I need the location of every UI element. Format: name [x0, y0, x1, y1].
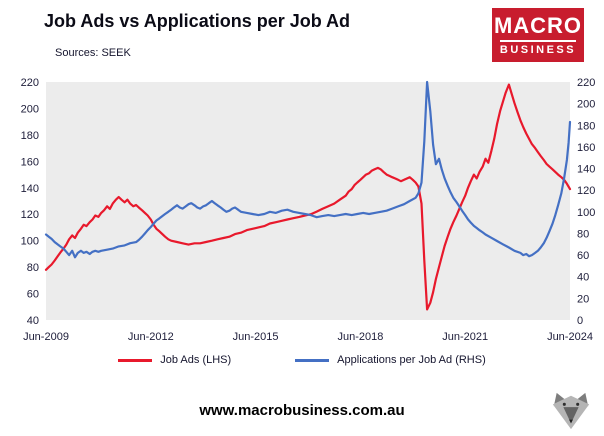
- y-axis-left-tick: 100: [21, 236, 39, 248]
- y-axis-left-tick: 180: [21, 130, 39, 142]
- y-axis-right-tick: 120: [577, 185, 595, 197]
- y-axis-right-tick: 0: [577, 315, 583, 327]
- x-axis-tick: Jun-2012: [128, 331, 174, 343]
- y-axis-right-tick: 100: [577, 207, 595, 219]
- legend-item-applications: Applications per Job Ad (RHS): [295, 354, 486, 366]
- y-axis-left-tick: 160: [21, 156, 39, 168]
- x-axis-tick: Jun-2009: [23, 331, 69, 343]
- legend-label-job-ads: Job Ads (LHS): [160, 354, 232, 366]
- website-url: www.macrobusiness.com.au: [199, 402, 405, 419]
- y-axis-right-tick: 80: [577, 228, 589, 240]
- y-axis-left-tick: 120: [21, 209, 39, 221]
- chart-source-note: Sources: SEEK: [55, 47, 131, 59]
- y-axis-right-tick: 140: [577, 164, 595, 176]
- y-axis-right-tick: 60: [577, 250, 589, 262]
- line-chart: 40 60 80 100 120 140 160 180 200 220 0 20 40 60 80 100 1…: [21, 77, 596, 343]
- macrobusiness-logo: MACRO BUSINESS: [492, 8, 584, 62]
- y-axis-right-tick: 40: [577, 272, 589, 284]
- wolf-logo: [552, 392, 590, 430]
- y-axis-right-tick: 180: [577, 120, 595, 132]
- y-axis-right-tick: 160: [577, 142, 595, 154]
- y-axis-right-tick: 220: [577, 77, 595, 89]
- y-axis-left-tick: 140: [21, 183, 39, 195]
- x-axis-tick: Jun-2015: [233, 331, 279, 343]
- y-axis-left-tick: 40: [27, 315, 39, 327]
- y-axis-left-tick: 60: [27, 289, 39, 301]
- series-line-1: [44, 80, 572, 259]
- y-axis-left-tick: 80: [27, 262, 39, 274]
- y-axis-right-tick: 20: [577, 293, 589, 305]
- chart-title: Job Ads vs Applications per Job Ad: [44, 11, 351, 31]
- y-axis-left-tick: 220: [21, 77, 39, 89]
- legend-item-job-ads: Job Ads (LHS): [118, 354, 231, 366]
- y-axis-right-tick: 200: [577, 99, 595, 111]
- legend-label-applications: Applications per Job Ad (RHS): [337, 354, 486, 366]
- x-axis-tick: Jun-2018: [337, 331, 383, 343]
- plot-area: [46, 82, 570, 320]
- logo-line-business: BUSINESS: [499, 39, 577, 56]
- blue-line-swatch: [295, 358, 330, 362]
- chart-legend: Job Ads (LHS) Applications per Job Ad (R…: [0, 354, 604, 366]
- red-line-swatch: [118, 358, 153, 362]
- x-axis-tick: Jun-2021: [442, 331, 488, 343]
- logo-line-macro: MACRO: [493, 12, 583, 38]
- series-line-0: [44, 83, 572, 311]
- x-axis-tick: Jun-2024: [547, 331, 593, 343]
- y-axis-left-tick: 200: [21, 103, 39, 115]
